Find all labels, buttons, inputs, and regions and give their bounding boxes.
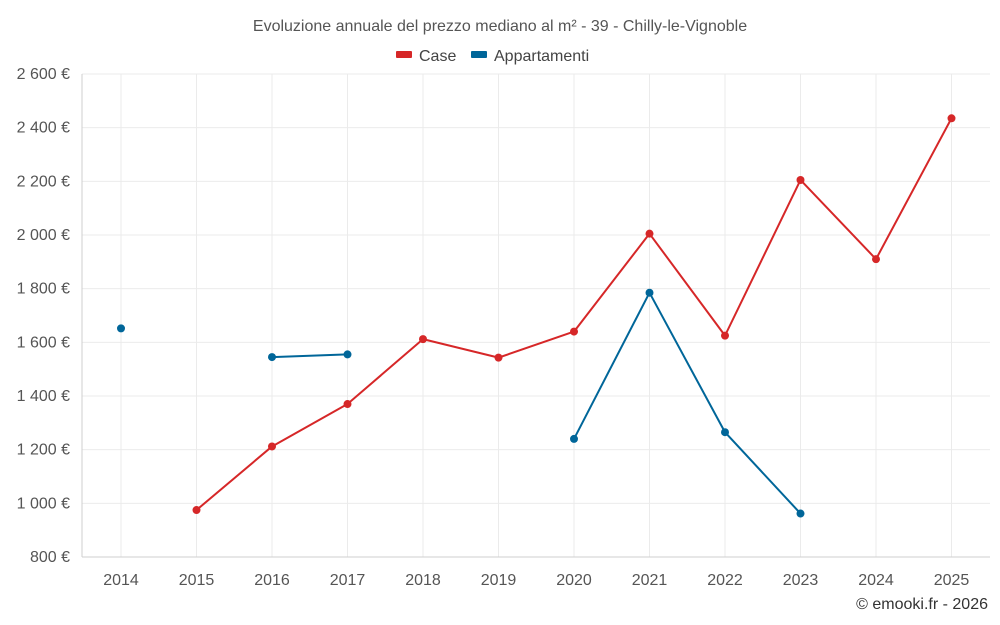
- data-point-case[interactable]: [796, 175, 805, 184]
- chart-title: Evoluzione annuale del prezzo mediano al…: [253, 18, 747, 35]
- x-tick-label: 2017: [330, 572, 366, 589]
- legend-swatch-case: [396, 51, 412, 58]
- series-line-appartamenti: [573, 291, 802, 515]
- y-tick-label: 2 200 €: [17, 173, 70, 190]
- x-tick-label: 2021: [632, 572, 668, 589]
- y-tick-label: 1 600 €: [17, 334, 70, 351]
- legend-label-case: Case: [419, 48, 456, 65]
- legend: Case Appartamenti: [396, 48, 589, 65]
- y-tick-label: 800 €: [30, 549, 70, 566]
- x-tick-label: 2023: [783, 572, 819, 589]
- data-point-appartamenti[interactable]: [796, 509, 805, 518]
- data-point-case[interactable]: [570, 327, 578, 336]
- plot-area: [117, 114, 956, 518]
- grid: [82, 73, 990, 557]
- legend-item-case[interactable]: Case: [396, 48, 456, 65]
- data-point-appartamenti[interactable]: [117, 324, 125, 333]
- x-tick-label: 2016: [254, 572, 290, 589]
- credit-text: © emooki.fr - 2026: [856, 596, 988, 613]
- series-appartamenti: [117, 288, 805, 518]
- data-point-case[interactable]: [645, 229, 654, 238]
- x-tick-label: 2014: [103, 572, 139, 589]
- legend-swatch-appartamenti: [471, 51, 487, 58]
- data-point-case[interactable]: [872, 255, 880, 264]
- legend-item-appartamenti[interactable]: Appartamenti: [471, 48, 589, 65]
- data-point-case[interactable]: [947, 114, 956, 123]
- x-tick-label: 2024: [858, 572, 894, 589]
- data-point-case[interactable]: [192, 506, 201, 515]
- series-case: [192, 114, 956, 515]
- data-point-case[interactable]: [268, 442, 276, 451]
- y-tick-label: 2 000 €: [17, 227, 70, 244]
- x-tick-label: 2015: [179, 572, 215, 589]
- series-line-appartamenti: [271, 353, 349, 359]
- x-tick-label: 2020: [556, 572, 592, 589]
- data-point-case[interactable]: [419, 335, 427, 344]
- y-tick-label: 1 800 €: [17, 281, 70, 298]
- x-tick-label: 2018: [405, 572, 441, 589]
- x-tick-label: 2025: [934, 572, 970, 589]
- y-tick-label: 1 400 €: [17, 388, 70, 405]
- legend-label-appartamenti: Appartamenti: [494, 48, 589, 65]
- y-tick-label: 2 600 €: [17, 66, 70, 83]
- y-tick-label: 1 200 €: [17, 442, 70, 459]
- data-point-appartamenti[interactable]: [645, 288, 654, 297]
- data-point-case[interactable]: [343, 400, 352, 409]
- x-tick-label: 2019: [481, 572, 517, 589]
- y-tick-label: 1 000 €: [17, 495, 70, 512]
- data-point-appartamenti[interactable]: [343, 350, 352, 359]
- data-point-appartamenti[interactable]: [570, 434, 578, 443]
- data-point-case[interactable]: [494, 353, 503, 362]
- x-tick-label: 2022: [707, 572, 743, 589]
- data-point-case[interactable]: [721, 331, 729, 340]
- y-tick-label: 2 400 €: [17, 120, 70, 137]
- data-point-appartamenti[interactable]: [268, 353, 276, 362]
- axes: 800 € 1 000 € 1 200 € 1 400 € 1 600 € 1 800 €…: [17, 66, 990, 589]
- data-point-appartamenti[interactable]: [721, 428, 729, 437]
